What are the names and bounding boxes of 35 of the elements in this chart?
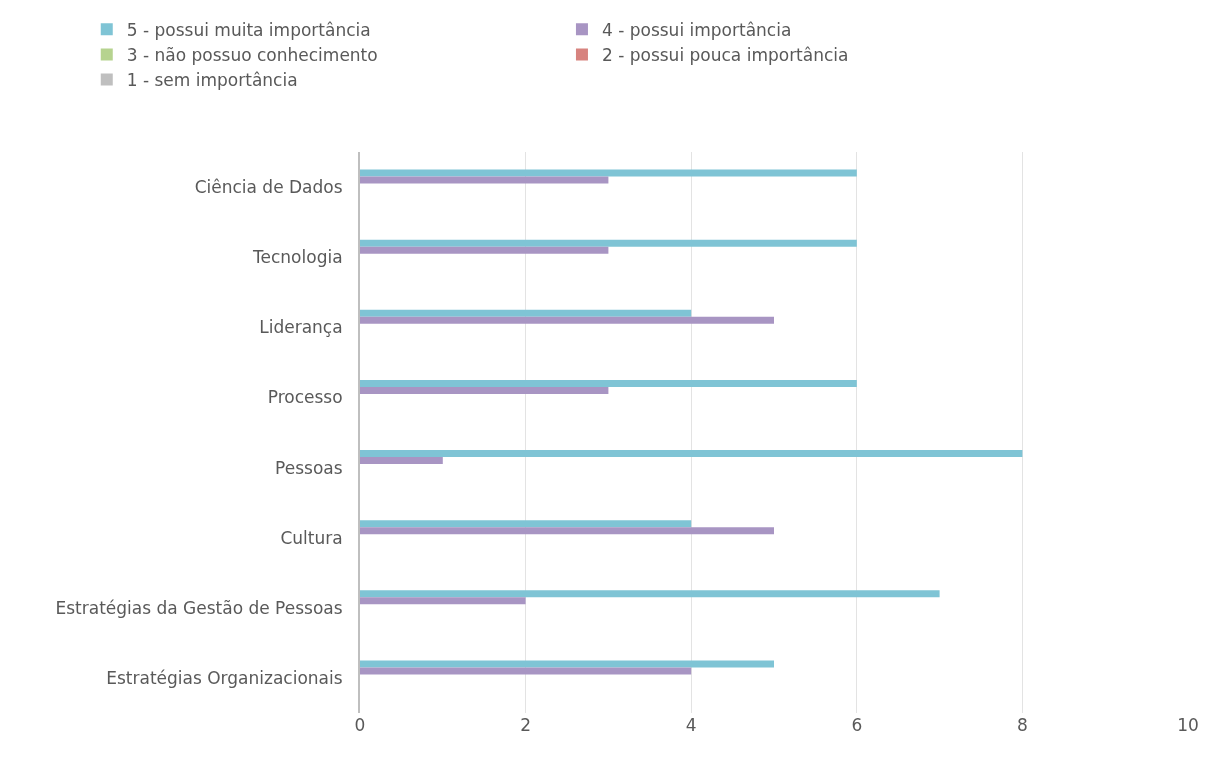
legend-label: 3 - não possuo conhecimento xyxy=(126,45,378,66)
y-tick-label: Ciência de Dados xyxy=(194,177,343,198)
bar xyxy=(360,450,1023,458)
y-tick-label: Tecnologia xyxy=(252,247,343,268)
legend-label: 4 - possui importância xyxy=(601,19,792,40)
y-tick-label: Processo xyxy=(267,387,343,408)
bar xyxy=(360,597,526,605)
bar xyxy=(360,239,857,247)
bar xyxy=(360,386,609,394)
y-tick-label: Cultura xyxy=(280,527,343,548)
bar xyxy=(360,527,774,535)
x-tick-label: 4 xyxy=(685,715,697,735)
bar xyxy=(360,379,857,387)
bar xyxy=(360,667,692,675)
bar xyxy=(360,660,774,668)
legend-label: 1 - sem importância xyxy=(126,70,298,91)
bar xyxy=(360,309,692,317)
x-tick-label: 8 xyxy=(1016,715,1028,735)
bar xyxy=(360,169,857,177)
y-tick-label: Estratégias da Gestão de Pessoas xyxy=(55,597,343,618)
x-tick-label: 0 xyxy=(354,715,366,735)
x-tick-label: 2 xyxy=(520,715,532,735)
y-tick-label: Liderança xyxy=(259,317,343,338)
bar xyxy=(360,590,940,598)
legend-label: 5 - possui muita importância xyxy=(126,19,371,40)
bar xyxy=(360,316,774,324)
y-tick-label: Estratégias Organizacionais xyxy=(106,667,343,688)
bar xyxy=(360,457,443,465)
x-tick-label: 6 xyxy=(851,715,863,735)
bar xyxy=(360,176,609,184)
legend-label: 2 - possui pouca importância xyxy=(601,45,849,66)
x-tick-label: 10 xyxy=(1177,715,1199,735)
bar xyxy=(360,520,692,528)
bar xyxy=(360,246,609,254)
y-tick-label: Pessoas xyxy=(275,457,343,478)
